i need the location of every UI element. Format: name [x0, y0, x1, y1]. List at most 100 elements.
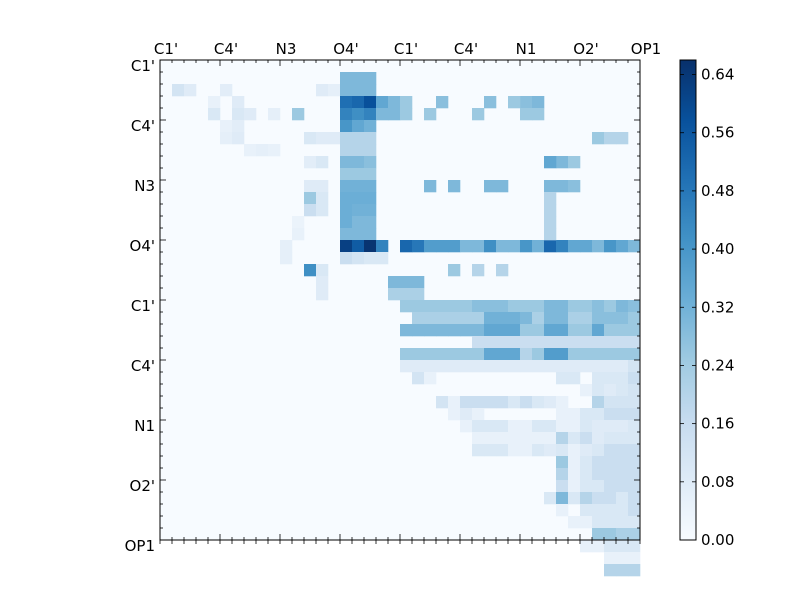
heatmap-cell: [580, 444, 593, 457]
heatmap-cell: [520, 348, 533, 361]
heatmap-cell: [316, 132, 329, 145]
heatmap-cell: [292, 108, 305, 121]
colorbar-tick-label: 0.64: [701, 66, 734, 84]
heatmap-cell: [544, 492, 557, 505]
heatmap-cell: [628, 432, 641, 445]
heatmap-cell: [412, 348, 425, 361]
heatmap-cell: [568, 408, 581, 421]
heatmap-cell: [628, 456, 641, 469]
heatmap-cell: [232, 108, 245, 121]
heatmap-cell: [604, 456, 617, 469]
heatmap-cell: [340, 240, 353, 253]
heatmap-cell: [244, 108, 257, 121]
heatmap-cell: [532, 240, 545, 253]
heatmap-cell: [484, 180, 497, 193]
heatmap-cell: [568, 480, 581, 493]
heatmap-cell: [580, 348, 593, 361]
heatmap-cell: [544, 336, 557, 349]
heatmap-cell: [292, 216, 305, 229]
heatmap-cell: [460, 312, 473, 325]
colorbar-tick-label: 0.00: [701, 531, 734, 549]
heatmap-cell: [376, 252, 389, 265]
heatmap-cell: [604, 468, 617, 481]
heatmap-cell: [568, 348, 581, 361]
heatmap-cell: [472, 300, 485, 313]
heatmap-cell: [436, 360, 449, 373]
heatmap-cell: [604, 480, 617, 493]
heatmap-cell: [412, 312, 425, 325]
heatmap-cell: [364, 228, 377, 241]
heatmap-cell: [568, 456, 581, 469]
heatmap-cell: [592, 132, 605, 145]
heatmap-cell: [532, 300, 545, 313]
heatmap-cell: [628, 540, 641, 553]
y-tick-labels: C1' C4' N3 O4' C1' C4' N1 O2' OP1: [125, 57, 155, 555]
x-tick-label: N3: [276, 40, 297, 58]
heatmap-cell: [628, 528, 641, 541]
x-tick-label: C1': [154, 40, 178, 58]
heatmap-cell: [532, 336, 545, 349]
y-tick-label: O4': [130, 237, 155, 255]
heatmap-cell: [628, 492, 641, 505]
heatmap-cell: [532, 444, 545, 457]
heatmap-cell: [508, 444, 521, 457]
heatmap-cell: [496, 396, 509, 409]
heatmap-cell: [448, 312, 461, 325]
heatmap-cell: [376, 240, 389, 253]
heatmap-cell: [508, 312, 521, 325]
heatmap-cell: [352, 132, 365, 145]
heatmap-cell: [472, 108, 485, 121]
heatmap-cell: [616, 396, 629, 409]
heatmap-cell: [568, 336, 581, 349]
heatmap-cell: [580, 432, 593, 445]
heatmap-cell: [520, 420, 533, 433]
heatmap-cell: [520, 300, 533, 313]
heatmap-cell: [352, 252, 365, 265]
heatmap-cell: [580, 468, 593, 481]
heatmap-cell: [628, 480, 641, 493]
heatmap-cell: [172, 84, 185, 97]
heatmap-cell: [556, 468, 569, 481]
heatmap-cell: [340, 216, 353, 229]
heatmap-cell: [496, 360, 509, 373]
heatmap-cell: [556, 420, 569, 433]
heatmap-cell: [472, 336, 485, 349]
heatmap-cell: [424, 312, 437, 325]
heatmap-cell: [592, 300, 605, 313]
heatmap-cell: [484, 324, 497, 337]
heatmap-cell: [592, 384, 605, 397]
heatmap-cell: [424, 360, 437, 373]
heatmap-cell: [592, 468, 605, 481]
heatmap-cell: [532, 432, 545, 445]
colorbar-ticks: 0.00 0.08 0.16 0.24 0.32 0.40 0.48 0.56 0.64: [680, 66, 734, 549]
heatmap-cell: [364, 192, 377, 205]
heatmap-cell: [412, 300, 425, 313]
heatmap-cell: [592, 360, 605, 373]
heatmap-cell: [604, 504, 617, 517]
heatmap-cell: [316, 84, 329, 97]
heatmap-cell: [412, 276, 425, 289]
heatmap-cell: [400, 300, 413, 313]
heatmap-cell: [496, 240, 509, 253]
heatmap-cell: [340, 156, 353, 169]
heatmap-cell: [580, 360, 593, 373]
y-tick-label: N1: [134, 417, 155, 435]
heatmap-cell: [628, 348, 641, 361]
heatmap-cell: [268, 108, 281, 121]
heatmap-cell: [544, 432, 557, 445]
heatmap-cell: [568, 240, 581, 253]
heatmap-cell: [604, 492, 617, 505]
heatmap-cell: [532, 348, 545, 361]
heatmap-cell: [352, 120, 365, 133]
heatmap-cell: [580, 336, 593, 349]
heatmap-cell: [568, 324, 581, 337]
heatmap-cell: [472, 420, 485, 433]
heatmap-cell: [592, 480, 605, 493]
heatmap-cell: [280, 240, 293, 253]
heatmap-cell: [304, 264, 317, 277]
heatmap-cell: [448, 348, 461, 361]
axis-ticks: [159, 60, 641, 544]
heatmap-cell: [616, 564, 629, 577]
heatmap-cell: [364, 144, 377, 157]
heatmap-cell: [424, 240, 437, 253]
